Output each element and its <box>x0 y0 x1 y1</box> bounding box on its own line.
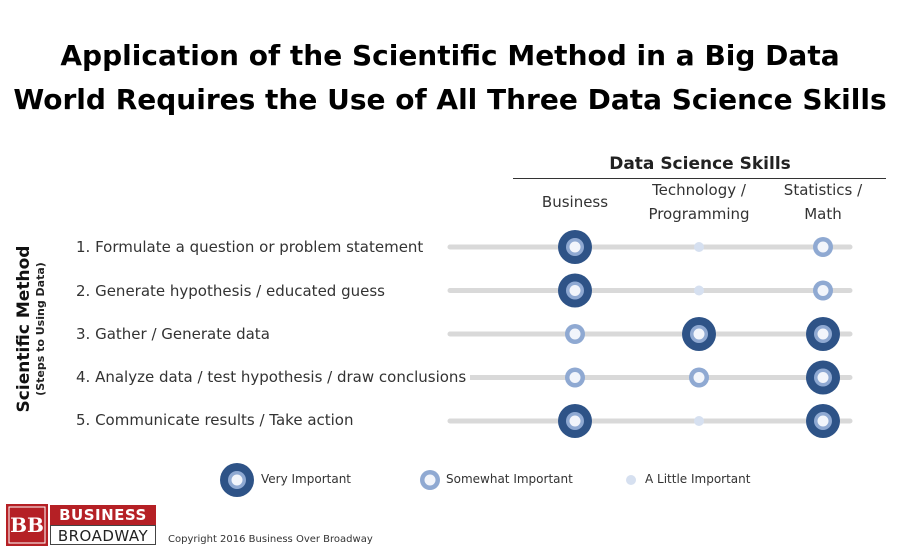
legend-label-very-important: Very Important <box>261 472 351 486</box>
row-group-title: Scientific Method (Steps to Using Data) <box>14 244 47 414</box>
step-label-2: 2. Generate hypothesis / educated guess <box>76 282 389 300</box>
importance-marker-r3-c3 <box>806 317 840 351</box>
importance-marker-r5-c1 <box>558 404 592 438</box>
column-label-line2: Programming <box>648 205 750 223</box>
importance-marker-r5-c3 <box>806 404 840 438</box>
legend-label-a-little-important: A Little Important <box>645 472 751 486</box>
importance-marker-r2-c1 <box>558 273 592 308</box>
row-group-sublabel: (Steps to Using Data) <box>34 262 47 396</box>
importance-marker-r2-c3 <box>813 280 833 301</box>
title-line-1: Application of the Scientific Method in … <box>60 39 840 72</box>
step-label-3: 3. Gather / Generate data <box>76 325 274 343</box>
logo-word-business: BUSINESS <box>50 505 156 525</box>
step-label-5: 5. Communicate results / Take action <box>76 411 358 429</box>
column-label-statistics: Statistics / Math <box>753 178 893 226</box>
legend-marker-level-2 <box>420 470 440 490</box>
title-line-2: World Requires the Use of All Three Data… <box>13 83 887 116</box>
business-broadway-logo: BB <box>6 504 48 546</box>
importance-marker-r1-c2 <box>694 242 704 252</box>
column-label-technology: Technology / Programming <box>629 178 769 226</box>
skills-header-rule <box>513 178 886 179</box>
legend-marker-level-1 <box>626 475 636 485</box>
column-label-line1: Statistics / <box>783 181 863 199</box>
logo-mark: BB <box>10 513 44 537</box>
skills-header: Data Science Skills <box>609 154 791 174</box>
importance-marker-r4-c2 <box>689 367 709 388</box>
step-label-4: 4. Analyze data / test hypothesis / draw… <box>76 368 471 386</box>
importance-marker-r2-c2 <box>694 285 704 296</box>
legend-label-somewhat-important: Somewhat Important <box>446 472 573 486</box>
importance-marker-r3-c1 <box>565 324 585 344</box>
column-label-line2: Math <box>804 205 842 223</box>
row-group-label: Scientific Method <box>14 245 34 413</box>
importance-marker-r5-c2 <box>694 416 704 426</box>
legend-marker-level-3 <box>220 463 254 497</box>
column-label-line1: Technology / <box>652 181 746 199</box>
importance-marker-r4-c1 <box>565 367 585 388</box>
importance-marker-r4-c3 <box>806 360 840 395</box>
column-label-business: Business <box>505 190 645 214</box>
page-title: Application of the Scientific Method in … <box>0 34 900 122</box>
importance-marker-r1-c3 <box>813 237 833 257</box>
importance-marker-r1-c1 <box>558 230 592 264</box>
copyright-text: Copyright 2016 Business Over Broadway <box>168 534 373 545</box>
logo-word-broadway: BROADWAY <box>50 525 156 545</box>
step-label-1: 1. Formulate a question or problem state… <box>76 238 428 256</box>
column-label-line1: Business <box>541 193 609 211</box>
importance-marker-r3-c2 <box>682 317 716 351</box>
